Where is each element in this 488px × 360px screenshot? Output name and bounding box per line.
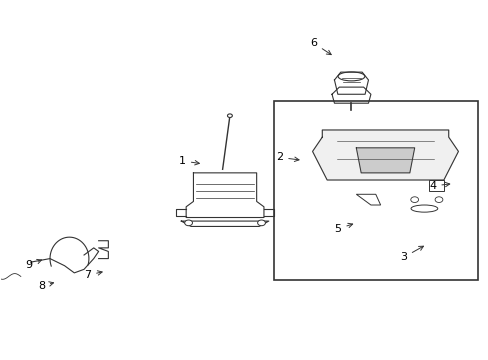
Bar xyxy=(428,180,443,191)
Text: 9: 9 xyxy=(26,260,41,270)
Text: 3: 3 xyxy=(399,246,423,262)
Polygon shape xyxy=(186,173,264,217)
Polygon shape xyxy=(356,148,414,173)
Text: 1: 1 xyxy=(179,156,199,166)
Circle shape xyxy=(184,220,192,226)
Text: 5: 5 xyxy=(334,223,352,234)
Text: 7: 7 xyxy=(84,270,102,280)
Bar xyxy=(273,102,477,280)
Circle shape xyxy=(434,197,442,203)
Polygon shape xyxy=(264,208,273,216)
Ellipse shape xyxy=(337,72,364,81)
Text: 6: 6 xyxy=(309,38,330,55)
Text: 8: 8 xyxy=(38,281,54,291)
Polygon shape xyxy=(181,221,268,226)
Polygon shape xyxy=(331,87,370,103)
Circle shape xyxy=(227,114,232,117)
Text: 4: 4 xyxy=(428,181,449,191)
Polygon shape xyxy=(312,130,458,180)
Polygon shape xyxy=(176,208,186,216)
Circle shape xyxy=(410,197,418,203)
Polygon shape xyxy=(356,194,380,205)
Text: 2: 2 xyxy=(276,152,298,162)
Polygon shape xyxy=(334,72,368,94)
Circle shape xyxy=(257,220,265,226)
Ellipse shape xyxy=(410,205,437,212)
